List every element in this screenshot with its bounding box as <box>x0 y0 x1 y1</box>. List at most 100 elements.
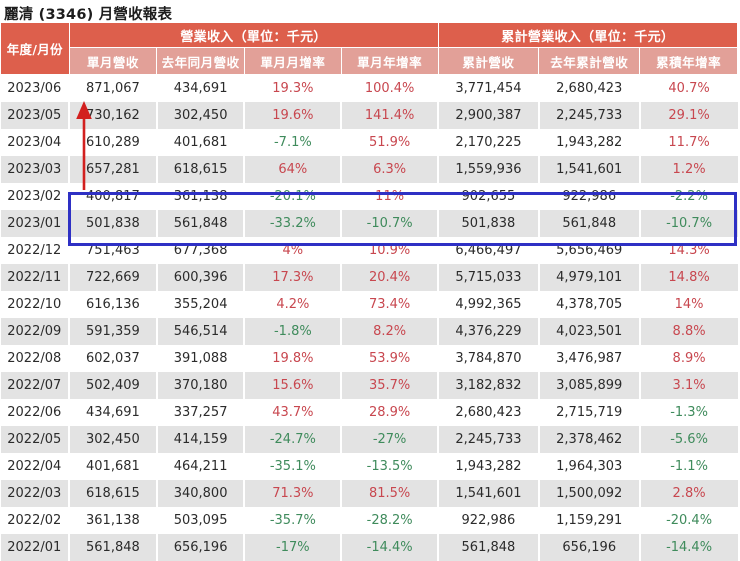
cell-last-year-same-month: 464,211 <box>157 453 245 480</box>
cell-monthly-revenue: 400,817 <box>69 183 157 210</box>
cell-last-year-same-month: 414,159 <box>157 426 245 453</box>
cell-yoy-growth: 20.4% <box>341 264 438 291</box>
cell-last-year-cumulative: 1,943,282 <box>539 129 640 156</box>
cell-cumulative-revenue: 3,182,832 <box>438 372 539 399</box>
cell-cumulative-revenue: 1,943,282 <box>438 453 539 480</box>
cell-date: 2023/05 <box>1 102 70 129</box>
cell-last-year-same-month: 656,196 <box>157 534 245 561</box>
cell-yoy-growth: 81.5% <box>341 480 438 507</box>
cell-last-year-cumulative: 4,023,501 <box>539 318 640 345</box>
column-group-operating-revenue: 營業收入（單位：千元） <box>69 23 438 48</box>
cell-last-year-same-month: 401,681 <box>157 129 245 156</box>
cell-mom-growth: 4% <box>244 237 341 264</box>
cell-cumulative-revenue: 4,376,229 <box>438 318 539 345</box>
cell-yoy-growth: 53.9% <box>341 345 438 372</box>
header-sub-row: 單月營收 去年同月營收 單月月增率 單月年增率 累計營收 去年累計營收 累積年增… <box>1 48 738 75</box>
cell-date: 2022/03 <box>1 480 70 507</box>
cell-last-year-same-month: 361,138 <box>157 183 245 210</box>
cell-last-year-same-month: 340,800 <box>157 480 245 507</box>
column-header-yoy-growth: 單月年增率 <box>341 48 438 75</box>
cell-mom-growth: 15.6% <box>244 372 341 399</box>
header-group-row: 年度/月份 營業收入（單位：千元） 累計營業收入（單位：千元） <box>1 23 738 48</box>
cell-last-year-cumulative: 4,979,101 <box>539 264 640 291</box>
page-title: 麗清 (3346) 月營收報表 <box>0 0 740 22</box>
cell-last-year-same-month: 546,514 <box>157 318 245 345</box>
cell-yoy-growth: -14.4% <box>341 534 438 561</box>
cell-date: 2022/12 <box>1 237 70 264</box>
cell-date: 2023/04 <box>1 129 70 156</box>
cell-last-year-same-month: 677,368 <box>157 237 245 264</box>
cell-last-year-cumulative: 3,085,899 <box>539 372 640 399</box>
cell-yoy-growth: -27% <box>341 426 438 453</box>
cell-mom-growth: -35.1% <box>244 453 341 480</box>
table-header: 年度/月份 營業收入（單位：千元） 累計營業收入（單位：千元） 單月營收 去年同… <box>1 23 738 75</box>
cell-yoy-growth: 51.9% <box>341 129 438 156</box>
cell-cumulative-revenue: 561,848 <box>438 534 539 561</box>
cell-mom-growth: 19.6% <box>244 102 341 129</box>
cell-cumulative-yoy: 3.1% <box>640 372 738 399</box>
cell-last-year-cumulative: 2,378,462 <box>539 426 640 453</box>
cell-last-year-same-month: 370,180 <box>157 372 245 399</box>
cell-cumulative-revenue: 6,466,497 <box>438 237 539 264</box>
column-header-last-year-cumulative: 去年累計營收 <box>539 48 640 75</box>
cell-yoy-growth: 28.9% <box>341 399 438 426</box>
cell-last-year-same-month: 618,615 <box>157 156 245 183</box>
cell-mom-growth: -7.1% <box>244 129 341 156</box>
cell-last-year-same-month: 600,396 <box>157 264 245 291</box>
cell-cumulative-yoy: 8.9% <box>640 345 738 372</box>
cell-last-year-cumulative: 3,476,987 <box>539 345 640 372</box>
cell-last-year-cumulative: 1,964,303 <box>539 453 640 480</box>
cell-cumulative-revenue: 902,655 <box>438 183 539 210</box>
cell-last-year-same-month: 503,095 <box>157 507 245 534</box>
cell-monthly-revenue: 616,136 <box>69 291 157 318</box>
cell-date: 2022/02 <box>1 507 70 534</box>
cell-monthly-revenue: 401,681 <box>69 453 157 480</box>
cell-cumulative-yoy: -20.4% <box>640 507 738 534</box>
cell-mom-growth: -35.7% <box>244 507 341 534</box>
cell-monthly-revenue: 591,359 <box>69 318 157 345</box>
cell-mom-growth: -17% <box>244 534 341 561</box>
cell-cumulative-revenue: 2,170,225 <box>438 129 539 156</box>
cell-mom-growth: 43.7% <box>244 399 341 426</box>
cell-cumulative-revenue: 4,992,365 <box>438 291 539 318</box>
cell-mom-growth: 71.3% <box>244 480 341 507</box>
cell-cumulative-revenue: 1,541,601 <box>438 480 539 507</box>
cell-last-year-same-month: 391,088 <box>157 345 245 372</box>
cell-last-year-cumulative: 2,680,423 <box>539 75 640 103</box>
cell-yoy-growth: 10.9% <box>341 237 438 264</box>
cell-mom-growth: -33.2% <box>244 210 341 237</box>
cell-date: 2022/06 <box>1 399 70 426</box>
cell-cumulative-revenue: 2,680,423 <box>438 399 539 426</box>
monthly-revenue-table: 年度/月份 營業收入（單位：千元） 累計營業收入（單位：千元） 單月營收 去年同… <box>0 22 738 561</box>
cell-date: 2023/03 <box>1 156 70 183</box>
cell-last-year-same-month: 302,450 <box>157 102 245 129</box>
cell-yoy-growth: -28.2% <box>341 507 438 534</box>
cell-mom-growth: 19.3% <box>244 75 341 103</box>
cell-monthly-revenue: 618,615 <box>69 480 157 507</box>
cell-last-year-cumulative: 656,196 <box>539 534 640 561</box>
cell-date: 2023/06 <box>1 75 70 103</box>
cell-monthly-revenue: 722,669 <box>69 264 157 291</box>
cell-date: 2022/10 <box>1 291 70 318</box>
cell-monthly-revenue: 730,162 <box>69 102 157 129</box>
cell-yoy-growth: 11% <box>341 183 438 210</box>
